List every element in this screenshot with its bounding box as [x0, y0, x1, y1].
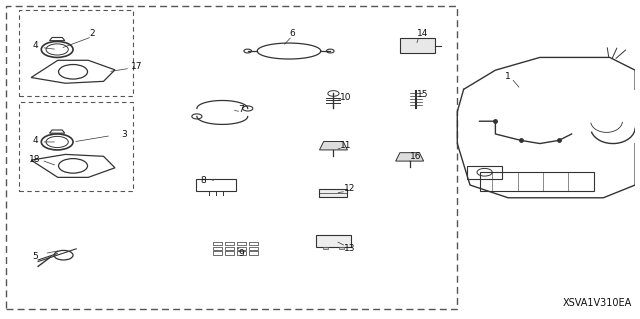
Text: 17: 17	[131, 62, 142, 70]
Text: 14: 14	[417, 29, 428, 38]
Text: 3: 3	[121, 130, 127, 139]
FancyBboxPatch shape	[400, 38, 435, 53]
Polygon shape	[319, 142, 348, 150]
Text: 11: 11	[340, 141, 352, 150]
Text: 12: 12	[344, 184, 355, 193]
Text: 13: 13	[344, 244, 355, 253]
Text: 6: 6	[289, 29, 295, 38]
FancyBboxPatch shape	[319, 189, 348, 197]
Text: 16: 16	[410, 152, 422, 161]
Text: 4: 4	[32, 41, 38, 50]
FancyBboxPatch shape	[316, 235, 351, 247]
Polygon shape	[396, 153, 424, 161]
Text: 15: 15	[417, 90, 428, 99]
Text: 5: 5	[32, 252, 38, 261]
Text: 7: 7	[239, 105, 244, 114]
Text: 9: 9	[239, 249, 244, 258]
FancyBboxPatch shape	[339, 247, 344, 249]
Text: 10: 10	[340, 93, 352, 102]
Text: 8: 8	[200, 176, 206, 185]
Text: 4: 4	[32, 137, 38, 145]
FancyBboxPatch shape	[323, 247, 328, 249]
Text: 18: 18	[29, 155, 41, 164]
Text: XSVA1V310EA: XSVA1V310EA	[563, 298, 632, 308]
Text: 1: 1	[505, 72, 511, 81]
Text: 2: 2	[90, 29, 95, 38]
